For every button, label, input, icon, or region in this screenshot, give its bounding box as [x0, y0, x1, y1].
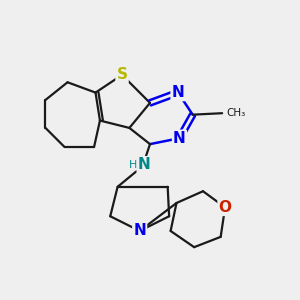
- Text: O: O: [219, 200, 232, 215]
- Text: N: N: [173, 131, 186, 146]
- Text: CH₃: CH₃: [226, 108, 246, 118]
- Text: N: N: [138, 157, 151, 172]
- Text: S: S: [116, 68, 128, 82]
- Text: N: N: [172, 85, 184, 100]
- Text: H: H: [129, 160, 137, 170]
- Text: N: N: [133, 224, 146, 238]
